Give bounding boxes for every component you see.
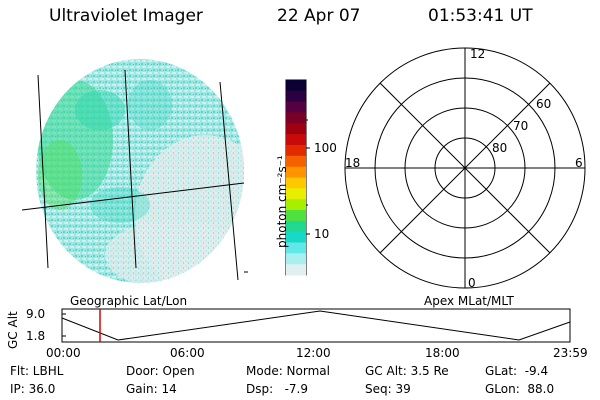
time-tick-0600: 06:00 [170, 346, 205, 360]
colorbar-cell [286, 123, 306, 135]
mlt-label-12: 12 [470, 47, 486, 61]
colorbar-tick-10: 10 [314, 227, 330, 241]
timeline-plot [61, 308, 571, 343]
time-tick-1200: 12:00 [296, 346, 331, 360]
glon-status: GLon: 88.0 [485, 382, 555, 396]
colorbar-cell [286, 188, 306, 200]
colorbar-cell [286, 166, 306, 178]
dsp-status: Dsp: -7.9 [246, 382, 309, 396]
colorbar-cell [286, 177, 306, 189]
gc-alt-status: GC Alt: 3.5 Re [365, 364, 449, 378]
filter-status: Flt: LBHL [10, 364, 64, 378]
colorbar-cell [286, 264, 306, 276]
colorbar-cell [286, 231, 306, 243]
color-scale-bar [285, 79, 310, 276]
colorbar-cell [286, 145, 306, 157]
geographic-coord-title: Geographic Lat/Lon [70, 294, 188, 308]
mode-status: Mode: Normal [246, 364, 330, 378]
mlt-label-18: 18 [345, 156, 361, 170]
gc-alt-tick-9: 9.0 [26, 307, 46, 321]
mlat-label-60: 60 [536, 97, 552, 111]
polar-mlt-grid [344, 47, 586, 289]
colorbar-cell [286, 112, 306, 124]
observation-time: 01:53:41 UT [428, 6, 533, 26]
mlat-label-70: 70 [513, 119, 529, 133]
time-tick-1800: 18:00 [425, 346, 460, 360]
colorbar-cell [286, 101, 306, 113]
colorbar-cell [286, 253, 306, 265]
colorbar-cell [286, 210, 306, 222]
colorbar-cell [286, 80, 306, 92]
colorbar-cell [286, 90, 306, 103]
gain-status: Gain: 14 [126, 382, 177, 396]
observation-date: 22 Apr 07 [277, 6, 361, 26]
door-status: Door: Open [126, 364, 195, 378]
time-tick-2359: 23:59 [553, 346, 588, 360]
glat-status: GLat: -9.4 [485, 364, 549, 378]
instrument-title: Ultraviolet Imager [49, 6, 203, 26]
colorbar-cell [286, 242, 306, 254]
colorbar-cell [286, 134, 306, 146]
mlt-label-6: 6 [575, 156, 583, 170]
ip-status: IP: 36.0 [10, 382, 56, 396]
mlt-label-0: 0 [468, 276, 476, 290]
gc-alt-axis-label: GC Alt [6, 311, 20, 349]
seq-status: Seq: 39 [365, 382, 411, 396]
uv-image-disk [36, 59, 244, 283]
geo-grid-lines [21, 69, 245, 281]
colorbar-cell [286, 155, 306, 168]
colorbar-cell [286, 220, 306, 233]
apex-coord-title: Apex MLat/MLT [424, 294, 514, 308]
gc-alt-tick-1-8: 1.8 [26, 329, 46, 343]
colorbar-cell [286, 199, 306, 211]
time-tick-0000: 00:00 [46, 346, 81, 360]
colorbar-tick-100: 100 [314, 141, 337, 155]
mlat-label-80: 80 [492, 141, 508, 155]
colorbar-unit-label: photon cm⁻²s⁻¹ [275, 155, 289, 248]
